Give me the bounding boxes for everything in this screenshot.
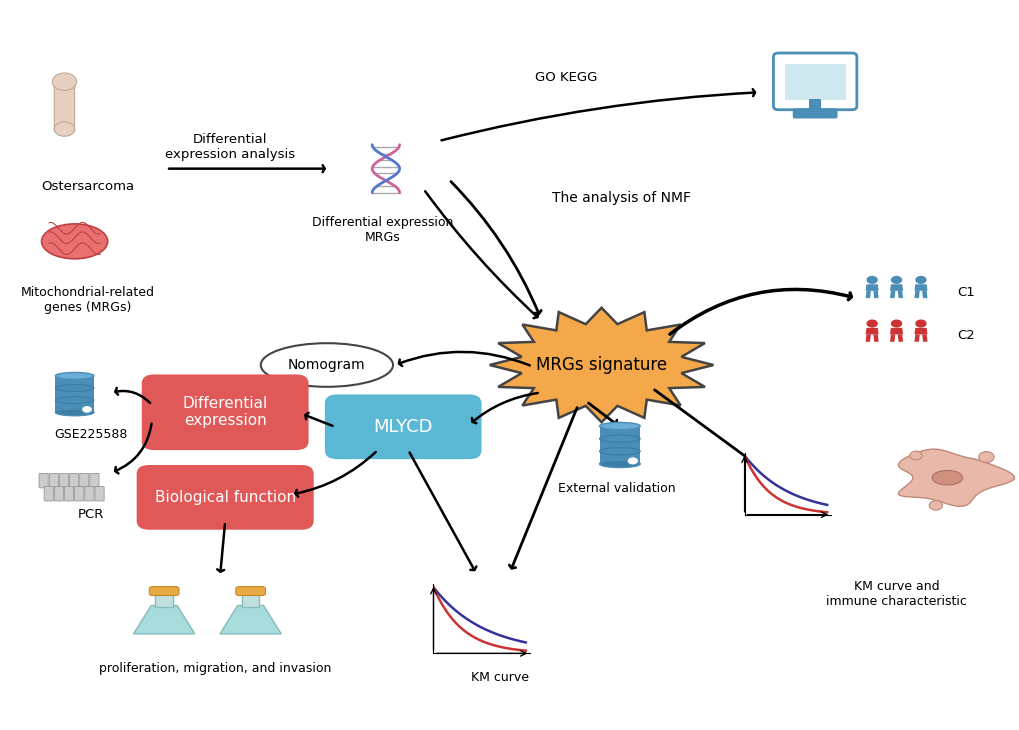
Text: External validation: External validation (557, 482, 675, 495)
Circle shape (54, 122, 74, 137)
Polygon shape (914, 328, 926, 334)
FancyBboxPatch shape (784, 64, 845, 100)
FancyBboxPatch shape (69, 473, 78, 488)
Polygon shape (921, 291, 926, 298)
FancyBboxPatch shape (85, 486, 94, 501)
Polygon shape (890, 291, 895, 298)
Text: Ostersarcoma: Ostersarcoma (41, 180, 135, 193)
Circle shape (890, 320, 902, 328)
Text: GSE225588: GSE225588 (54, 428, 127, 441)
Polygon shape (872, 334, 877, 342)
Text: Differential
expression: Differential expression (182, 396, 268, 429)
FancyBboxPatch shape (137, 465, 314, 530)
Polygon shape (897, 291, 902, 298)
Polygon shape (890, 334, 895, 342)
Polygon shape (489, 308, 712, 422)
Circle shape (82, 405, 93, 413)
Polygon shape (865, 328, 877, 334)
Polygon shape (897, 334, 902, 342)
FancyBboxPatch shape (44, 486, 53, 501)
Text: KM curve: KM curve (471, 671, 528, 684)
Polygon shape (865, 291, 870, 298)
Circle shape (627, 457, 638, 465)
Text: Mitochondrial-related
genes (MRGs): Mitochondrial-related genes (MRGs) (20, 285, 155, 314)
Text: Differential
expression analysis: Differential expression analysis (165, 133, 296, 161)
Text: The analysis of NMF: The analysis of NMF (552, 191, 691, 204)
Polygon shape (872, 291, 877, 298)
Circle shape (52, 73, 76, 91)
FancyBboxPatch shape (59, 473, 68, 488)
Circle shape (865, 320, 877, 328)
Circle shape (909, 451, 921, 460)
FancyBboxPatch shape (149, 587, 178, 596)
Polygon shape (133, 605, 195, 634)
FancyBboxPatch shape (599, 426, 640, 464)
Circle shape (890, 276, 902, 284)
Polygon shape (890, 328, 902, 334)
Circle shape (914, 320, 925, 328)
Polygon shape (865, 284, 877, 291)
Circle shape (978, 452, 994, 463)
Text: Nomogram: Nomogram (287, 358, 366, 372)
Text: proliferation, migration, and invasion: proliferation, migration, and invasion (99, 663, 331, 675)
FancyBboxPatch shape (90, 473, 99, 488)
FancyBboxPatch shape (324, 394, 481, 459)
FancyBboxPatch shape (155, 593, 173, 607)
Text: PCR: PCR (77, 507, 104, 520)
Text: Biological function: Biological function (155, 490, 296, 505)
Text: MRGs signature: MRGs signature (535, 356, 666, 374)
Text: GO KEGG: GO KEGG (534, 72, 596, 84)
FancyBboxPatch shape (74, 486, 84, 501)
FancyBboxPatch shape (54, 486, 63, 501)
Polygon shape (890, 284, 902, 291)
Circle shape (928, 501, 942, 510)
FancyBboxPatch shape (792, 108, 837, 118)
FancyBboxPatch shape (64, 486, 73, 501)
Polygon shape (865, 334, 870, 342)
Polygon shape (220, 605, 281, 634)
Circle shape (914, 276, 925, 284)
Text: Differential expression
MRGs: Differential expression MRGs (312, 217, 453, 245)
Polygon shape (921, 334, 926, 342)
Ellipse shape (261, 343, 392, 387)
Text: C1: C1 (957, 285, 974, 299)
Text: C2: C2 (957, 329, 974, 342)
FancyBboxPatch shape (235, 587, 265, 596)
Polygon shape (898, 449, 1014, 507)
Ellipse shape (42, 224, 108, 259)
FancyBboxPatch shape (95, 486, 104, 501)
FancyBboxPatch shape (55, 376, 94, 412)
Polygon shape (914, 284, 926, 291)
Ellipse shape (599, 423, 640, 430)
FancyBboxPatch shape (142, 374, 309, 450)
Ellipse shape (55, 372, 94, 380)
FancyBboxPatch shape (242, 593, 259, 607)
Polygon shape (914, 334, 919, 342)
Text: MLYCD: MLYCD (373, 418, 432, 436)
FancyBboxPatch shape (772, 53, 856, 110)
FancyBboxPatch shape (808, 99, 820, 112)
Ellipse shape (55, 409, 94, 415)
FancyBboxPatch shape (39, 473, 48, 488)
Ellipse shape (599, 460, 640, 467)
FancyBboxPatch shape (79, 473, 89, 488)
FancyBboxPatch shape (49, 473, 58, 488)
Ellipse shape (931, 470, 962, 485)
Text: KM curve and
immune characteristic: KM curve and immune characteristic (825, 580, 966, 608)
FancyBboxPatch shape (54, 81, 74, 133)
Polygon shape (914, 291, 919, 298)
Circle shape (865, 276, 877, 284)
